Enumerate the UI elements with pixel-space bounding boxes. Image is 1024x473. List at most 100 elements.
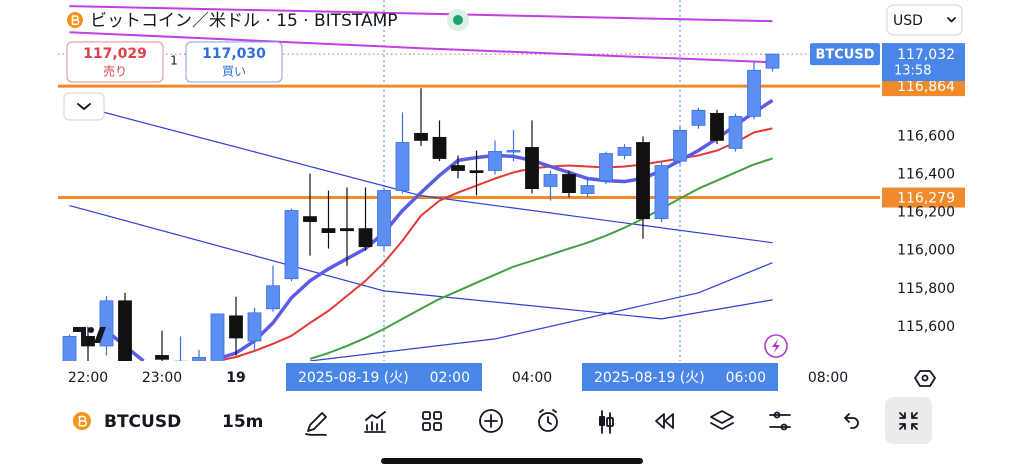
indicator-line [69,204,773,320]
candle-body [358,228,373,248]
candle-body [654,165,669,220]
candle-body [691,109,706,126]
fullscreen-tool-part[interactable] [885,397,932,444]
layers-tool[interactable] [710,410,734,430]
sell-button[interactable]: 117,029 売り [66,41,164,83]
y-tick-label: 115,600 [897,319,955,335]
undo-tool[interactable] [844,413,859,429]
sell-label[interactable]: 売り [103,64,127,79]
lightning-icon[interactable] [764,334,788,358]
add-tool[interactable] [479,409,503,433]
buy-label[interactable]: 買い [222,65,246,79]
indicator-line [69,5,773,23]
collapse-button-part[interactable] [63,92,105,121]
settings-tool-part[interactable] [773,411,781,419]
indicators-tool-part[interactable] [364,411,386,433]
chart-type-tool-part[interactable] [599,416,605,426]
tradingview-logo [73,327,106,343]
layout-tool[interactable] [422,411,442,431]
alert-tool-part[interactable] [538,412,558,432]
settings-tool-part[interactable] [769,414,791,428]
lightning-icon-part[interactable] [772,339,780,353]
indicator-line [309,262,773,361]
layers-tool-part[interactable] [710,410,734,430]
market-status [447,9,469,31]
collapse-button-part[interactable] [77,103,91,110]
candle-body [636,142,650,220]
x-tick-label: 04:00 [512,370,552,386]
candle-body [617,147,632,156]
toolbar-interval[interactable]: 15m [222,412,263,432]
symbol-icon-part [71,15,80,26]
candle-body [414,132,428,141]
y-tick-label: 116,600 [897,128,955,144]
candle-body [62,336,77,361]
y-tick-label: 115,800 [897,281,955,297]
candle-body [580,185,595,194]
layout-tool-part[interactable] [433,411,442,420]
currency-dropdown-part[interactable] [886,4,963,36]
collapse-button[interactable] [63,92,105,121]
undo-tool-part[interactable] [844,413,859,429]
indicator-line [309,157,773,360]
add-tool-part[interactable] [484,414,498,428]
candle-body [340,228,354,232]
spread: 1 [170,54,178,68]
toolbar-symbol-icon-part[interactable] [78,415,87,427]
toolbar-symbol-icon[interactable] [73,412,91,430]
currency-dropdown-part[interactable] [947,17,956,23]
buy-button-part[interactable] [185,41,283,83]
y-tick-label: 116,000 [897,243,955,259]
draw-tool-part[interactable] [305,412,327,436]
chart-type-tool-part[interactable] [606,417,614,427]
layout-tool-part[interactable] [422,422,431,431]
currency-text[interactable]: USD [893,13,923,29]
fullscreen-tool-part[interactable] [899,412,918,430]
candle-body [710,112,724,141]
layout-tool-part[interactable] [422,411,431,420]
currency-dropdown[interactable]: USD [886,4,963,36]
buy-button[interactable]: 117,030 買い [185,41,283,83]
draw-tool[interactable] [305,412,327,436]
tradingview-logo-part [94,327,106,343]
candle-body [747,69,761,117]
plot-area [58,0,880,361]
toolbar-symbol[interactable]: BTCUSD [104,412,181,432]
home-indicator [381,458,643,464]
settings-icon-part[interactable] [921,374,929,382]
candle-body [118,300,132,361]
sell-price[interactable]: 117,029 [83,46,147,62]
candle-body [377,190,391,247]
countdown-label: 13:58 [894,64,931,79]
last-price-label: 117,032 [897,47,955,63]
chart-type-tool[interactable] [599,410,614,434]
y-tick-label: 116,400 [897,166,955,182]
alert-tool-part[interactable] [539,409,557,425]
fullscreen-tool[interactable] [885,397,932,444]
x-tick-label: 22:00 [68,370,108,386]
settings-tool-part[interactable] [780,423,788,431]
sell-button-part[interactable] [66,41,164,83]
x-tick-label: 08:00 [808,370,848,386]
candle-body [765,53,780,69]
alert-tool[interactable] [538,409,558,432]
crosshair-time: 02:00 [430,370,470,386]
price-tag [882,187,965,208]
replay-tool[interactable] [655,413,674,429]
replay-tool-part[interactable] [655,413,674,429]
candle-body [99,300,114,347]
toolbar: BTCUSD 15m [73,397,932,444]
candle-body [506,150,521,153]
chart-title: ビットコイン／米ドル · 15 · BITSTAMP [90,11,398,31]
settings-icon-part[interactable] [914,370,936,387]
layout-tool-part[interactable] [433,422,442,431]
indicator-line [69,102,773,244]
indicators-tool[interactable] [364,411,386,433]
settings-icon[interactable] [914,370,936,387]
settings-tool[interactable] [769,411,791,431]
candle-body [266,285,280,310]
buy-price[interactable]: 117,030 [202,46,266,62]
add-tool-part[interactable] [479,409,503,433]
